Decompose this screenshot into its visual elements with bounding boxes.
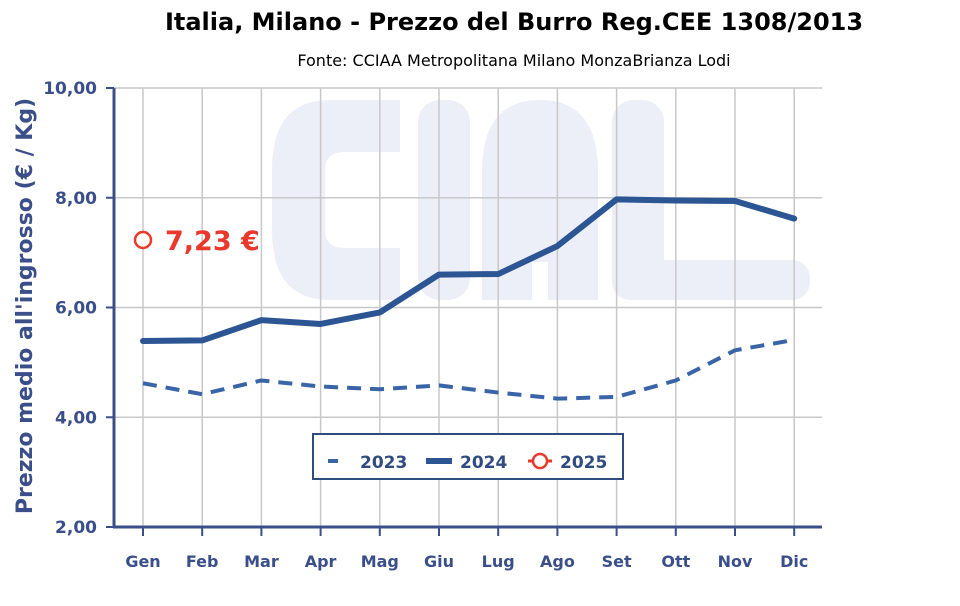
x-tick-label-Mar: Mar bbox=[244, 552, 279, 571]
legend-label-2023: 2023 bbox=[360, 453, 407, 473]
x-tick-label-Apr: Apr bbox=[305, 552, 337, 571]
legend-swatch-2025-marker bbox=[531, 452, 549, 470]
legend: 2023 2024 2025 bbox=[312, 433, 624, 480]
annotations: 7,23 € bbox=[165, 226, 260, 257]
x-tick-label-Dic: Dic bbox=[780, 552, 808, 571]
series-line-2023 bbox=[142, 337, 795, 401]
x-tick-label-Giu: Giu bbox=[424, 552, 454, 571]
x-tick-label-Feb: Feb bbox=[186, 552, 219, 571]
x-tick-labels: Gen Feb Mar Apr Mag Giu Lug Ago Set Ott Nov Dic bbox=[125, 552, 808, 571]
chart-subtitle: Fonte: CCIAA Metropolitana Milano MonzaB… bbox=[297, 51, 730, 70]
y-tick-labels: 2,00 4,00 6,00 8,00 10,00 bbox=[43, 79, 97, 538]
series-lines bbox=[133, 196, 798, 401]
legend-box bbox=[312, 433, 624, 480]
chart-title: Italia, Milano - Prezzo del Burro Reg.CE… bbox=[165, 8, 863, 36]
x-tick-label-Mag: Mag bbox=[361, 552, 399, 571]
cial-watermark-logo bbox=[272, 100, 810, 300]
y-axis-label: Prezzo medio all'ingrosso (€ / Kg) bbox=[13, 98, 38, 514]
y-tick-label-3: 8,00 bbox=[55, 189, 97, 209]
series-line-2024 bbox=[140, 196, 798, 344]
annotation-label-0: 7,23 € bbox=[165, 226, 260, 257]
x-tick-label-Ott: Ott bbox=[661, 552, 690, 571]
y-tick-label-2: 6,00 bbox=[55, 299, 97, 319]
y-tick-label-4: 10,00 bbox=[43, 79, 97, 99]
x-tick-label-Gen: Gen bbox=[125, 552, 160, 571]
x-tick-label-Nov: Nov bbox=[718, 552, 753, 571]
axes bbox=[106, 87, 822, 536]
x-tick-label-Ago: Ago bbox=[540, 552, 575, 571]
x-tick-label-Set: Set bbox=[602, 552, 632, 571]
legend-label-2025: 2025 bbox=[560, 453, 607, 473]
y-tick-label-0: 2,00 bbox=[55, 518, 97, 538]
x-tick-label-Lug: Lug bbox=[482, 552, 515, 571]
y-tick-label-1: 4,00 bbox=[55, 408, 97, 428]
series-marker-2025-0 bbox=[133, 230, 153, 250]
legend-label-2024: 2024 bbox=[460, 453, 507, 473]
